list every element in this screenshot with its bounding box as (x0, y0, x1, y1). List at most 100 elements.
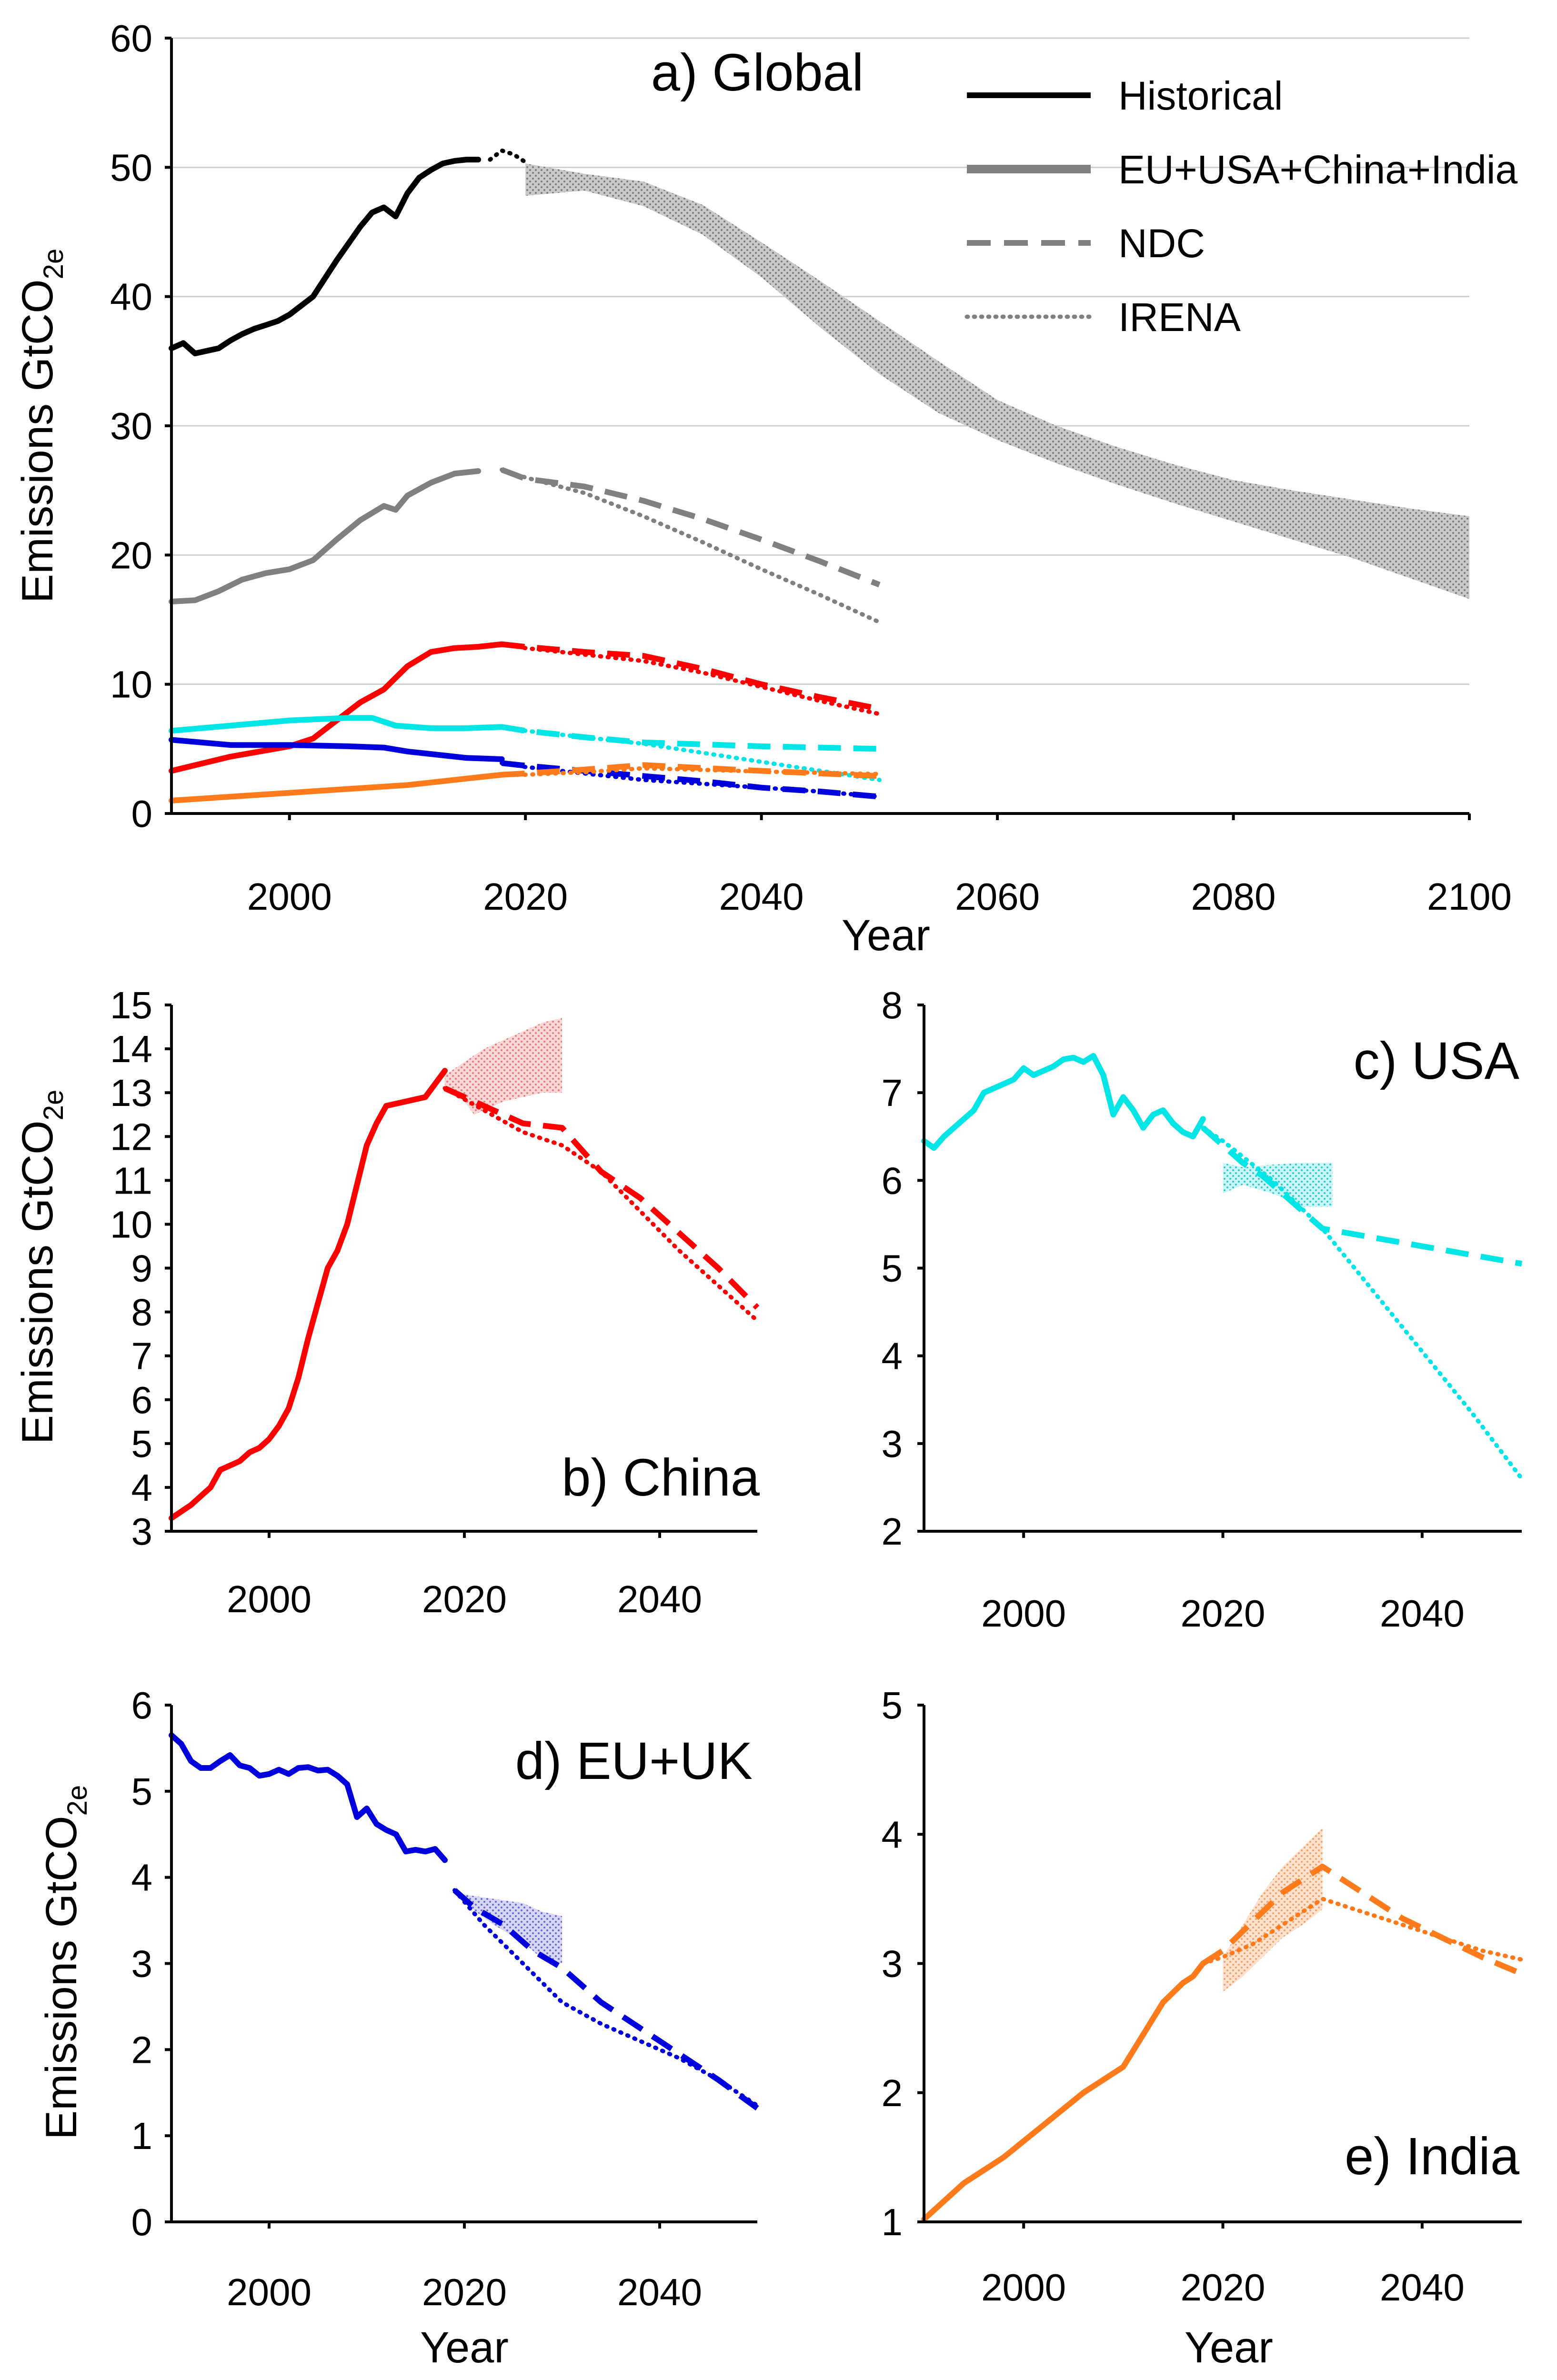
x-tick-label: 2020 (1181, 1592, 1266, 1635)
india-historical-line (921, 1960, 1206, 2222)
y-axis-label-subscript: 2e (62, 1785, 93, 1816)
y-tick-label: 3 (131, 1510, 153, 1553)
y-tick-label: 8 (131, 1291, 153, 1334)
y-axis-label-main: Emissions GtCO (37, 1816, 86, 2139)
y-tick-label: 9 (131, 1247, 153, 1290)
china-historical-line (169, 1068, 448, 1521)
y-tick-label: 4 (882, 1335, 903, 1377)
irena-range-band (1223, 1828, 1323, 1992)
y-axis-label: Emissions GtCO2e (13, 249, 69, 603)
y-tick-label: 5 (882, 1684, 903, 1727)
x-tick-label: 2000 (227, 2271, 311, 2313)
panel-title: b) China (562, 1448, 760, 1507)
y-tick-label: 10 (110, 663, 152, 706)
y-tick-label: 4 (131, 1857, 153, 1899)
china-ndc-line (501, 641, 880, 712)
legend-label-group: EU+USA+China+India (1118, 147, 1517, 192)
india-irena-line (500, 766, 882, 777)
y-tick-label: 15 (110, 984, 152, 1026)
y-tick-label: 3 (882, 1943, 903, 1985)
y-tick-label: 10 (110, 1203, 152, 1245)
y-tick-label: 0 (131, 2201, 153, 2243)
legend-label-irena: IRENA (1118, 295, 1241, 340)
y-axis-label-main: Emissions GtCO (13, 279, 62, 603)
y-tick-label: 1 (882, 2201, 903, 2243)
x-tick-label: 2000 (981, 1592, 1066, 1635)
legend-label-historical: Historical (1118, 73, 1283, 118)
china-historical-line (169, 641, 505, 774)
eu-uk-historical-line (169, 1732, 448, 1863)
x-tick-label: 2000 (227, 1578, 311, 1620)
x-axis-label: Year (420, 2323, 509, 2372)
x-tick-label: 2020 (483, 875, 568, 918)
china-irena-line (442, 1086, 760, 1323)
eu-usa-china-india-irena-line (500, 467, 882, 624)
y-tick-label: 8 (882, 984, 903, 1026)
x-tick-label: 2100 (1427, 875, 1512, 918)
y-tick-label: 40 (110, 276, 152, 318)
india-ndc-line (502, 762, 880, 779)
panel-usa: 2 3 4 5 6 7 8 2000 2020 2040 c) USA (882, 984, 1524, 1635)
panel-global: 0 10 20 30 40 50 60 2000 2020 2040 2060 2080 2100 a) … (13, 17, 1512, 960)
y-tick-label: 50 (110, 146, 152, 189)
y-tick-label: 2 (882, 2072, 903, 2114)
usa-irena-line (1201, 1125, 1524, 1481)
y-tick-label: 11 (113, 1159, 152, 1202)
y-tick-label: 13 (110, 1072, 152, 1114)
legend-label-ndc: NDC (1118, 221, 1205, 266)
india-irena-line (1201, 1897, 1524, 1966)
y-tick-label: 14 (110, 1028, 152, 1070)
panel-india: 1 2 3 4 5 2000 2020 2040 e) India Year (882, 1684, 1524, 2372)
x-tick-label: 2000 (247, 875, 332, 918)
x-tick-label: 2020 (422, 2271, 507, 2313)
usa-ndc-line (1201, 1125, 1523, 1267)
y-tick-label: 6 (131, 1379, 153, 1421)
x-tick-label: 2040 (617, 1578, 702, 1620)
y-axis-label-subscript: 2e (38, 249, 69, 280)
y-axis-label: Emissions GtCO2e (13, 1090, 69, 1444)
irena-range-band (445, 1018, 562, 1115)
irena-range-band (525, 163, 1469, 599)
usa-ndc-line (501, 724, 880, 752)
global-historical-line (169, 157, 482, 357)
y-tick-label: 0 (131, 793, 153, 835)
y-tick-label: 3 (131, 1943, 153, 1985)
legend: Historical EU+USA+China+India NDC IRENA (964, 73, 1517, 340)
x-axis-label: Year (1185, 2323, 1273, 2372)
eu-uk-historical-line (169, 737, 505, 762)
x-tick-label: 2020 (1181, 2266, 1266, 2309)
eu-uk-irena-line (452, 1888, 760, 2108)
y-tick-label: 4 (131, 1466, 153, 1509)
y-tick-label: 5 (131, 1423, 153, 1465)
china-irena-line (500, 642, 882, 716)
y-tick-label: 6 (882, 1159, 903, 1202)
usa-irena-line (500, 724, 882, 782)
global-irena-line (488, 148, 528, 164)
x-tick-label: 2060 (955, 875, 1040, 918)
india-ndc-line (1201, 1864, 1523, 1977)
usa-historical-line (169, 715, 505, 734)
y-tick-label: 60 (110, 17, 152, 60)
y-axis-label-subscript: 2e (38, 1090, 69, 1121)
panel-title: d) EU+UK (515, 1732, 753, 1790)
y-tick-label: 12 (110, 1115, 152, 1158)
x-axis-label: Year (842, 911, 930, 960)
y-tick-label: 30 (110, 405, 152, 447)
y-tick-label: 20 (110, 534, 152, 576)
y-tick-label: 7 (882, 1072, 903, 1114)
panel-title: c) USA (1354, 1032, 1520, 1090)
eu-usa-china-india-historical-line (169, 468, 482, 604)
y-tick-label: 3 (882, 1423, 903, 1465)
panel-title: a) Global (651, 43, 864, 102)
china-ndc-line (443, 1085, 760, 1310)
x-tick-label: 2040 (1380, 2266, 1465, 2309)
y-axis-label-main: Emissions GtCO (13, 1120, 62, 1444)
panel-title: e) India (1345, 2127, 1520, 2186)
x-tick-label: 2080 (1191, 875, 1276, 918)
y-tick-label: 5 (882, 1247, 903, 1290)
x-tick-label: 2020 (422, 1578, 507, 1620)
y-tick-label: 7 (131, 1335, 153, 1377)
panel-eu-uk: 0 1 2 3 4 5 6 2000 2020 2040 d) EU+UK Year Emissions… (37, 1684, 760, 2372)
y-tick-label: 2 (131, 2029, 153, 2071)
